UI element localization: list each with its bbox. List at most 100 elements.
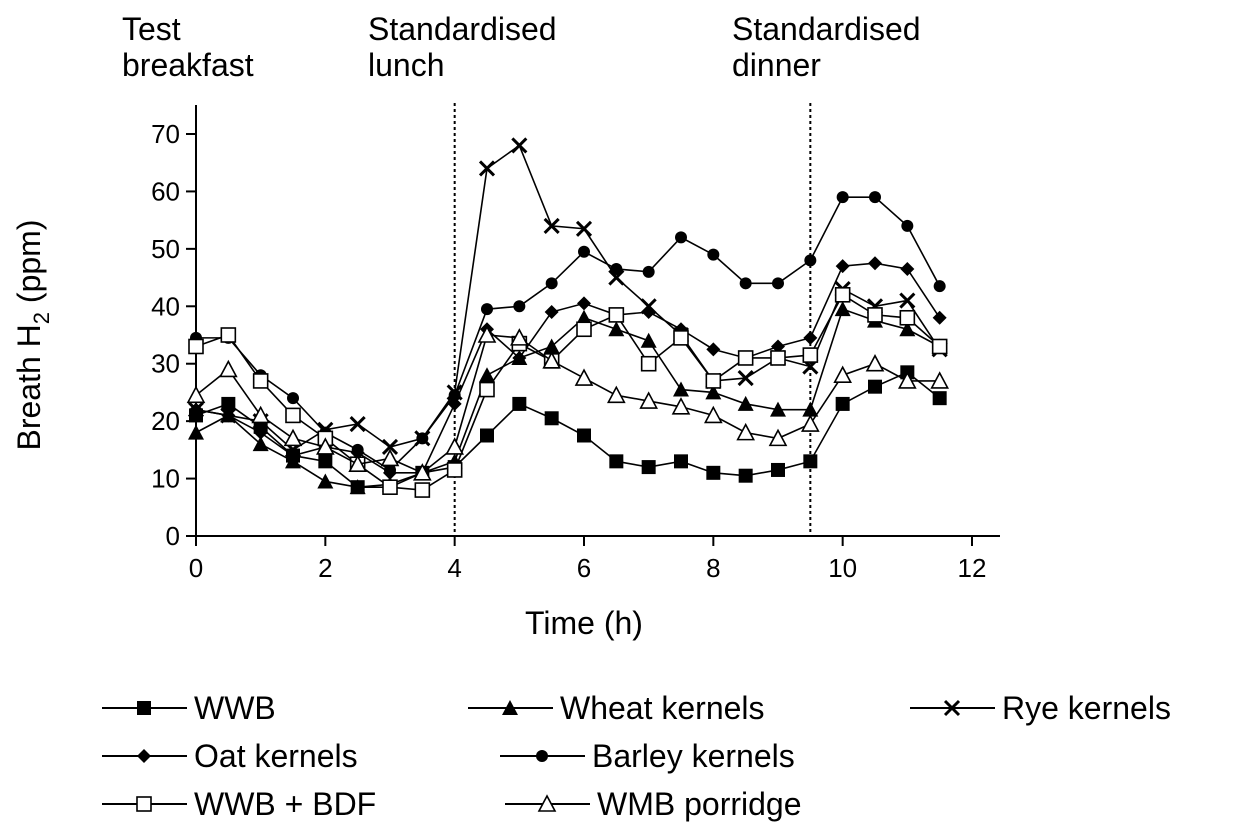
data-point [188, 338, 204, 355]
data-point [502, 700, 518, 715]
legend-label: Oat kernels [194, 738, 358, 774]
data-point [610, 262, 623, 275]
data-point [448, 389, 461, 402]
data-point [577, 428, 591, 443]
meal-label: Standardised [368, 11, 557, 47]
data-point [899, 321, 916, 337]
data-point [252, 373, 269, 389]
data-point [943, 699, 961, 717]
legend-label: WMB porridge [597, 786, 802, 822]
data-point [932, 310, 947, 325]
data-point [674, 454, 688, 469]
data-point [609, 454, 624, 469]
data-point [768, 428, 788, 447]
data-point [544, 305, 559, 320]
data-point [316, 437, 335, 455]
data-point [283, 428, 303, 447]
axes: 0 10 20 30 40 50 60 70 0 2 4 6 8 10 12 Time (h) Breat… [11, 105, 1000, 641]
y-tick-label: 50 [151, 234, 180, 264]
series-line [195, 334, 940, 474]
meal-label: lunch [368, 47, 445, 83]
x-ticks: 0 2 4 6 8 10 12 [189, 536, 986, 583]
data-point [251, 405, 270, 424]
data-point [800, 414, 820, 432]
x-tick-label: 10 [828, 553, 857, 583]
data-point [899, 292, 916, 309]
legend-label: Rye kernels [1002, 690, 1171, 726]
data-point-stroke [608, 269, 625, 286]
series-line [196, 196, 941, 471]
data-point [479, 381, 495, 398]
data-point [771, 339, 785, 354]
data-point [478, 160, 496, 177]
data-point [865, 354, 885, 372]
y-axis-title: Breath H2 (ppm) [11, 220, 54, 451]
data-point [510, 328, 529, 346]
data-point [802, 401, 819, 417]
data-point [576, 309, 592, 325]
data-point [706, 342, 721, 357]
data-point [868, 379, 882, 394]
data-point [317, 473, 334, 489]
data-point [737, 370, 754, 387]
legend-item: Barley kernels [500, 738, 795, 774]
legend-item: Wheat kernels [468, 690, 765, 726]
legend-label: Barley kernels [592, 738, 795, 774]
legend-label: WWB + BDF [194, 786, 376, 822]
y-axis-title-main: Breath H [11, 324, 47, 450]
y-tick-label: 60 [151, 176, 180, 206]
data-point [802, 347, 819, 363]
data-point [608, 269, 625, 286]
data-point [930, 371, 950, 389]
data-point [537, 794, 557, 812]
y-tick-label: 10 [151, 464, 180, 494]
x-tick-label: 2 [318, 553, 332, 583]
data-point [253, 425, 268, 440]
legend: WWB Wheat kernels Rye kernels Oat kernels Ba… [102, 690, 1171, 822]
data-point-stroke [349, 415, 366, 433]
data-point [221, 396, 236, 411]
y-axis-title-subscript: 2 [29, 312, 54, 324]
meal-label: Standardised [732, 11, 921, 47]
data-point [803, 330, 818, 345]
data-point [639, 391, 659, 409]
data-point [384, 463, 396, 476]
meal-label: breakfast [122, 47, 254, 83]
legend-label: Wheat kernels [560, 690, 765, 726]
data-point [675, 231, 687, 244]
data-point-stroke [575, 220, 593, 237]
data-point [511, 137, 528, 154]
data-point [608, 307, 625, 323]
data-point [868, 256, 882, 271]
data-point [575, 220, 593, 237]
data-point [446, 462, 463, 478]
data-point [188, 424, 204, 440]
data-point [544, 411, 559, 426]
data-point [380, 448, 400, 467]
data-point [804, 254, 817, 267]
data-point [899, 309, 916, 326]
x-tick-label: 6 [577, 553, 591, 583]
data-point [770, 401, 786, 417]
data-point [481, 303, 493, 316]
y-axis-title-unit: (ppm) [11, 220, 47, 312]
legend-item: Rye kernels [910, 690, 1171, 726]
data-point [186, 385, 206, 404]
data-point [416, 432, 429, 445]
data-point [318, 454, 333, 469]
data-point [705, 384, 722, 400]
data-point [901, 219, 914, 232]
data-point-stroke [511, 137, 528, 154]
data-point [413, 463, 432, 481]
data-point [536, 750, 548, 762]
data-point [737, 395, 754, 411]
x-tick-label: 8 [706, 553, 720, 583]
y-ticks: 0 10 20 30 40 50 60 70 [151, 119, 196, 551]
data-point [606, 385, 626, 404]
data-point [770, 350, 786, 366]
data-point [477, 325, 497, 343]
series-barley-kernels [190, 191, 946, 476]
data-point [705, 373, 722, 389]
data-point [414, 482, 431, 498]
data-point [287, 392, 299, 405]
